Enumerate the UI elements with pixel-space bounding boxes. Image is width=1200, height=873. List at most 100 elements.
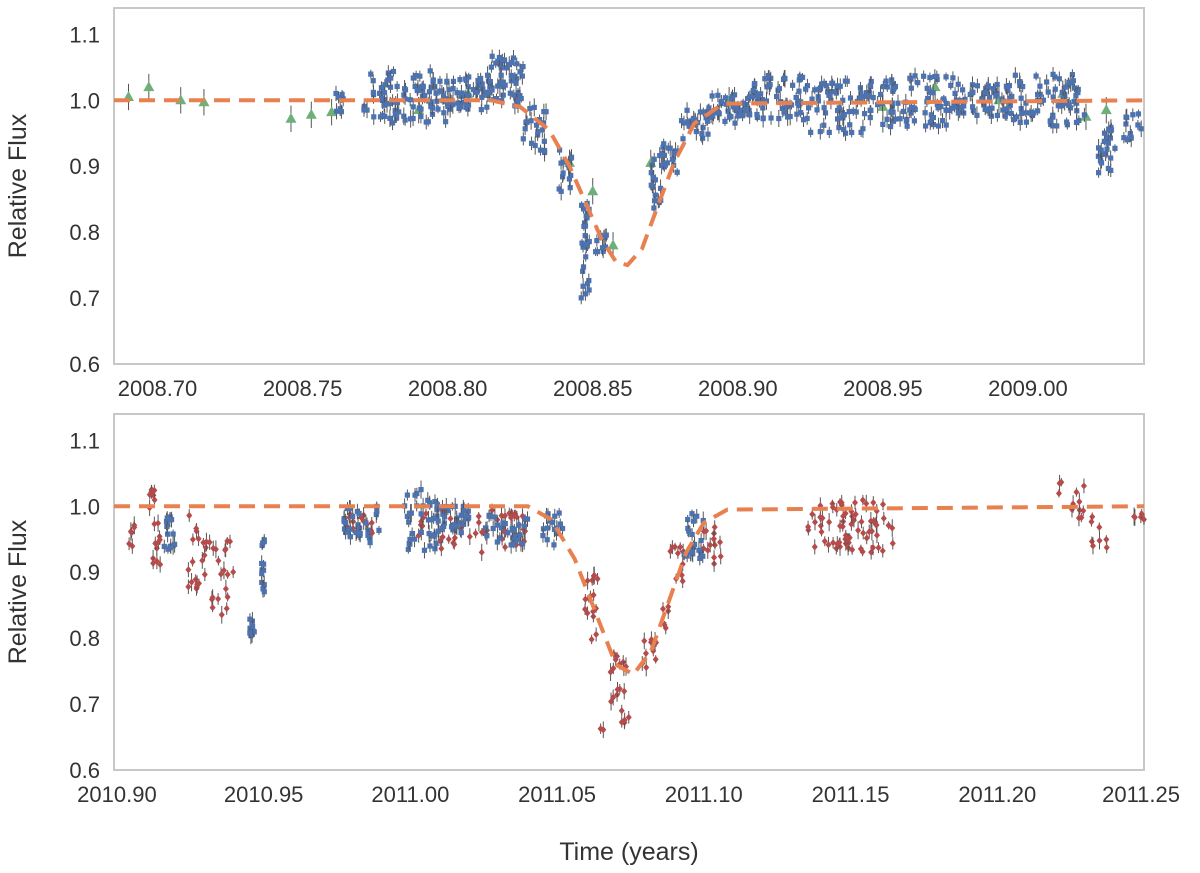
data-point (458, 512, 464, 518)
data-point (499, 56, 505, 63)
data-point (445, 102, 451, 108)
data-point (250, 628, 256, 634)
data-point (167, 545, 174, 551)
data-point (665, 603, 672, 611)
data-point (439, 533, 446, 541)
x-tick-label: 2011.15 (812, 782, 890, 807)
data-point (222, 585, 229, 593)
data-point (1124, 137, 1130, 143)
data-point (693, 128, 699, 135)
data-point (1130, 112, 1136, 118)
data-point (1023, 119, 1030, 125)
data-point (556, 147, 563, 153)
data-point (155, 519, 162, 527)
data-point (892, 116, 898, 122)
data-point (209, 593, 216, 602)
data-point (568, 172, 574, 179)
data-point (790, 82, 796, 88)
data-point (674, 549, 681, 557)
data-point (489, 87, 495, 93)
y-tick-label: 0.6 (69, 758, 100, 783)
data-point (218, 611, 225, 619)
data-point (697, 555, 703, 562)
data-point (472, 529, 479, 537)
data-point (908, 104, 915, 111)
data-point (837, 522, 844, 530)
data-point (510, 55, 517, 61)
data-point (488, 64, 495, 70)
data-point (700, 109, 706, 115)
data-point (930, 114, 937, 121)
data-point (685, 119, 691, 125)
data-point (686, 528, 692, 534)
data-point (590, 591, 597, 599)
data-point (863, 534, 870, 542)
data-point (500, 79, 506, 85)
data-point (1035, 108, 1041, 114)
data-point (865, 93, 871, 99)
data-point (847, 122, 853, 128)
data-point (381, 102, 387, 108)
data-point (591, 571, 598, 579)
data-point (837, 83, 843, 89)
data-point (809, 96, 815, 102)
data-point (193, 585, 200, 593)
data-point (953, 104, 960, 110)
data-point (941, 96, 947, 102)
x-tick-label: 2008.75 (263, 376, 343, 401)
data-point (568, 155, 574, 161)
data-point (1052, 86, 1058, 92)
data-point (955, 81, 961, 87)
data-point (652, 655, 659, 663)
data-point (1033, 73, 1039, 79)
data-point (950, 75, 956, 81)
x-tick-label: 2008.95 (843, 376, 923, 401)
data-point (768, 75, 774, 81)
data-point (689, 511, 695, 517)
data-point (587, 185, 599, 196)
data-point (502, 543, 509, 551)
data-point (457, 76, 463, 83)
data-point (861, 111, 868, 117)
data-point (1131, 512, 1138, 521)
data-point (458, 90, 465, 96)
data-point (764, 84, 770, 90)
data-point (934, 73, 940, 80)
data-point (684, 107, 690, 113)
data-point (451, 534, 458, 542)
data-point (560, 170, 566, 176)
data-point (515, 92, 521, 98)
data-point (200, 539, 207, 547)
data-point (922, 123, 929, 129)
data-point (625, 713, 632, 721)
data-point (341, 526, 348, 532)
data-point (759, 97, 766, 103)
data-point (804, 83, 811, 89)
data-point (1107, 135, 1114, 141)
data-point (947, 107, 953, 114)
data-point (689, 549, 695, 555)
data-point (497, 535, 503, 541)
data-point (768, 115, 774, 121)
data-point (189, 558, 196, 566)
data-point (378, 85, 385, 91)
data-point (880, 83, 886, 90)
x-tick-label: 2011.00 (371, 782, 449, 807)
data-point (455, 520, 461, 526)
data-point (519, 512, 526, 520)
data-point (552, 513, 558, 519)
data-point (451, 540, 458, 548)
data-point (363, 520, 369, 526)
data-point (661, 164, 667, 170)
data-point (796, 77, 802, 83)
data-point (735, 104, 741, 111)
data-point (1070, 500, 1077, 508)
data-point (709, 93, 715, 99)
data-point (581, 223, 587, 230)
data-point (249, 623, 256, 629)
data-point (794, 111, 800, 117)
data-point (535, 129, 541, 135)
data-point (833, 544, 840, 552)
data-point (261, 589, 267, 595)
data-point (522, 516, 528, 522)
